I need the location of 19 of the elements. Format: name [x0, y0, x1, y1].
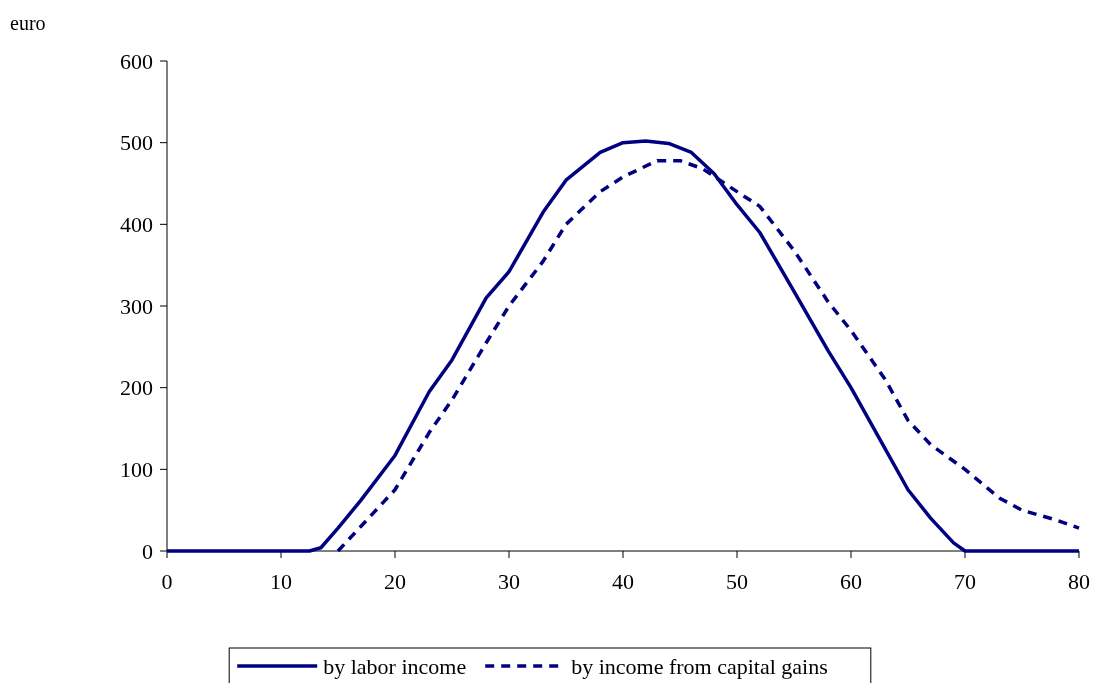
x-tick-label: 30 — [498, 569, 520, 594]
y-tick-label: 0 — [142, 538, 153, 564]
x-tick-label: 20 — [384, 569, 406, 594]
x-tick-label: 60 — [840, 569, 862, 594]
y-tick-label: 100 — [120, 457, 153, 483]
x-tick-label: 10 — [270, 569, 292, 594]
x-tick-label: 50 — [726, 569, 748, 594]
legend-label: by income from capital gains — [571, 653, 828, 679]
x-tick-label: 40 — [612, 569, 634, 594]
y-axis-title: euro — [10, 12, 46, 34]
y-tick-label: 500 — [120, 130, 153, 156]
y-tick-label: 600 — [120, 48, 153, 74]
x-tick-label: 70 — [954, 569, 976, 594]
y-tick-label: 400 — [120, 212, 153, 238]
legend-label: by labor income — [323, 653, 467, 679]
x-tick-label: 80 — [1068, 569, 1090, 594]
x-tick-label: 0 — [161, 569, 173, 594]
y-tick-label: 300 — [120, 293, 153, 319]
y-tick-label: 200 — [120, 375, 153, 401]
